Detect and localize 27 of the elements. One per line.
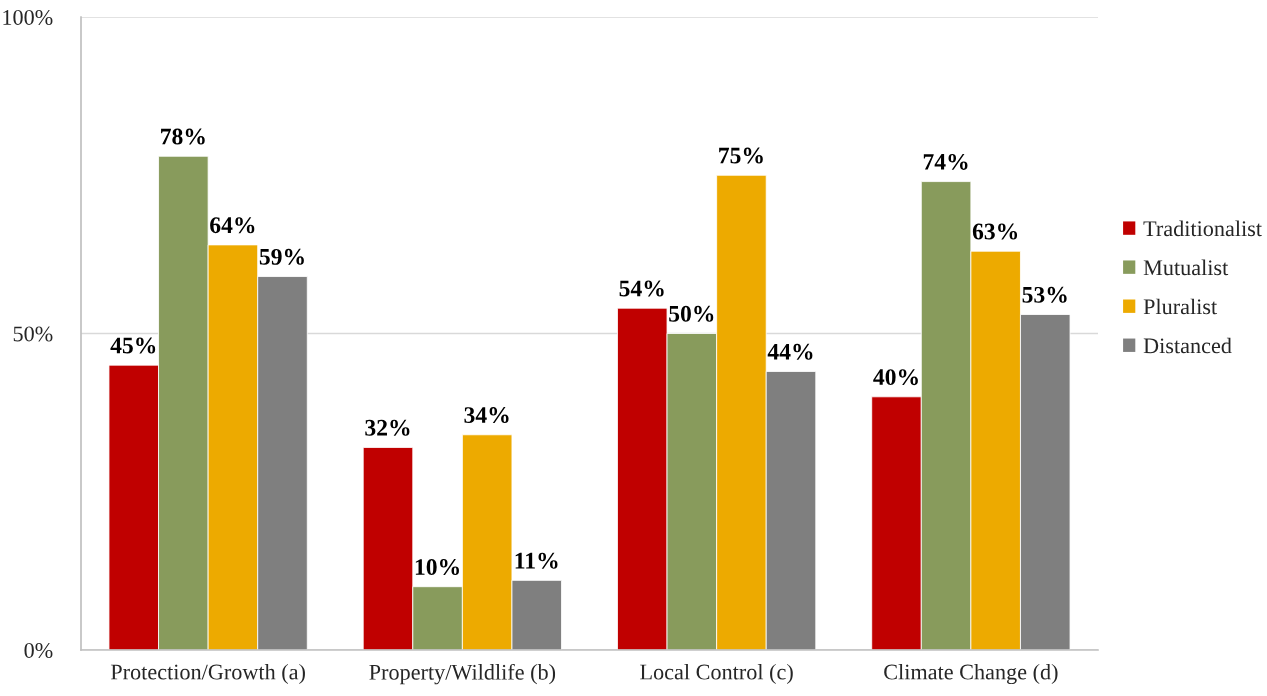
data-label: 45%	[110, 337, 156, 354]
data-label: 50%	[669, 305, 714, 322]
x-tick-label: Protection/Growth (a)	[110, 663, 305, 685]
data-label: 63%	[972, 223, 1018, 240]
data-label: 64%	[210, 217, 255, 234]
data-label: 10%	[415, 559, 459, 576]
data-label: 40%	[873, 369, 918, 386]
data-label: 74%	[923, 153, 968, 170]
data-label: 34%	[464, 407, 509, 424]
x-tick-label: Climate Change (d)	[884, 663, 1058, 685]
data-label: 78%	[161, 128, 205, 145]
data-label: 53%	[1022, 286, 1067, 303]
data-label: 75%	[719, 147, 763, 164]
legend-label: Mutualist	[1143, 259, 1229, 276]
data-label: 59%	[259, 248, 304, 265]
x-tick-label: Local Control (c)	[640, 663, 793, 685]
x-tick-label: Property/Wildlife (b)	[369, 663, 556, 685]
legend-label: Traditionalist	[1143, 220, 1262, 237]
data-label: 32%	[365, 419, 410, 436]
y-tick-label: 50%	[13, 326, 53, 342]
y-tick-label: 100%	[3, 9, 53, 25]
y-tick-label: 0%	[24, 642, 53, 658]
data-label: 54%	[619, 280, 664, 297]
legend-label: Distanced	[1143, 337, 1232, 354]
data-label: 11%	[515, 552, 558, 569]
legend-label: Pluralist	[1143, 298, 1218, 315]
data-label: 44%	[767, 343, 813, 360]
